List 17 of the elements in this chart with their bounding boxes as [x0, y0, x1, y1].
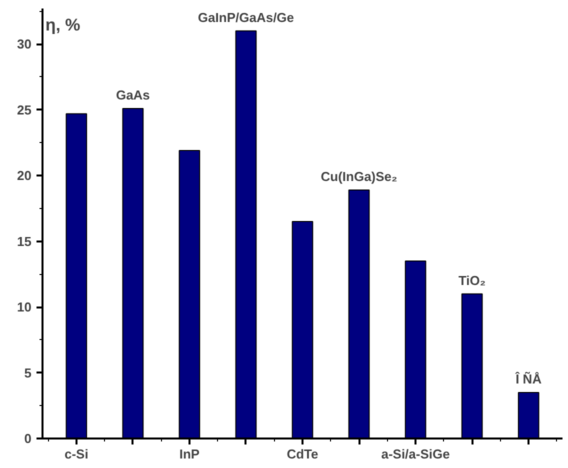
y-tick-label: 15	[17, 234, 32, 249]
y-tick-label: 30	[17, 36, 32, 52]
x-tick-label: a-Si/a-SiGe	[381, 446, 450, 462]
y-tick-label: 0	[24, 431, 32, 446]
x-tick-label: Î ÑÅ	[514, 371, 542, 386]
y-tick-label: 5	[24, 365, 32, 380]
x-tick-label: GaAs	[116, 87, 150, 102]
x-tick-label: CdTe	[286, 446, 318, 462]
y-tick-label: 20	[17, 168, 32, 184]
x-tick-label: c-Si	[64, 446, 88, 462]
x-tick-label: GaInP/GaAs/Ge	[198, 10, 294, 25]
y-tick-label: 25	[17, 102, 32, 118]
y-tick-label: 10	[17, 300, 32, 314]
x-tick-label: InP	[179, 446, 200, 462]
x-tick-label: Cu(InGa)Se₂	[320, 168, 398, 184]
y-axis-title: η, %	[45, 16, 80, 34]
x-tick-label: TiO₂	[458, 272, 486, 288]
